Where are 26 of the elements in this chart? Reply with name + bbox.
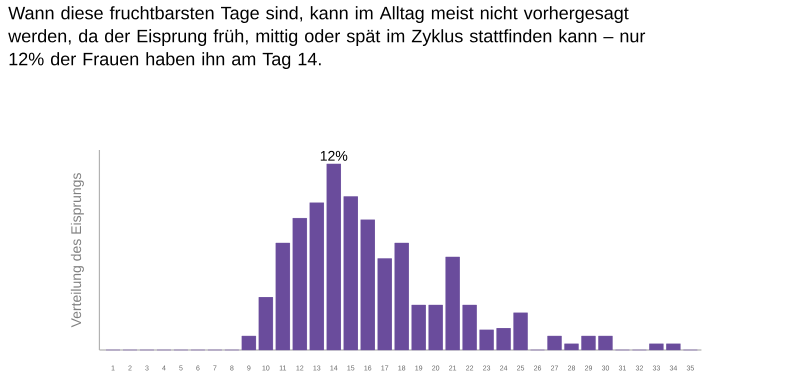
- bar: [496, 328, 511, 350]
- data-label: 12%: [320, 150, 348, 161]
- bar: [411, 304, 426, 350]
- bar: [378, 258, 392, 350]
- bar: [581, 336, 596, 350]
- bar: [649, 344, 664, 350]
- bar: [479, 330, 494, 350]
- bar: [394, 242, 409, 350]
- bar: [666, 344, 681, 350]
- chart-title: Wann diese fruchtbarsten Tage sind, kann im Alltag meist nicht vorhergesagt werden, da der Eisprung früh, mittig oder spät im Zyklus stattfinden kann – nur 12% der Frauen haben ihn am Tag 14.: [8, 6, 646, 69]
- bar: [242, 336, 256, 350]
- bar: [276, 242, 290, 350]
- bar: [445, 256, 460, 350]
- bar: [564, 344, 579, 350]
- bar: [513, 312, 528, 350]
- bar: [326, 164, 341, 350]
- bar: [547, 336, 562, 350]
- bar: [598, 336, 613, 350]
- bar: [310, 202, 324, 350]
- bar: [360, 220, 375, 350]
- bar: [258, 297, 274, 350]
- bar: [292, 218, 308, 350]
- y-axis-title: Verteilung des Eisprungs: [70, 173, 84, 328]
- bar: [428, 304, 443, 350]
- bar: [344, 196, 358, 350]
- bar: [462, 304, 477, 350]
